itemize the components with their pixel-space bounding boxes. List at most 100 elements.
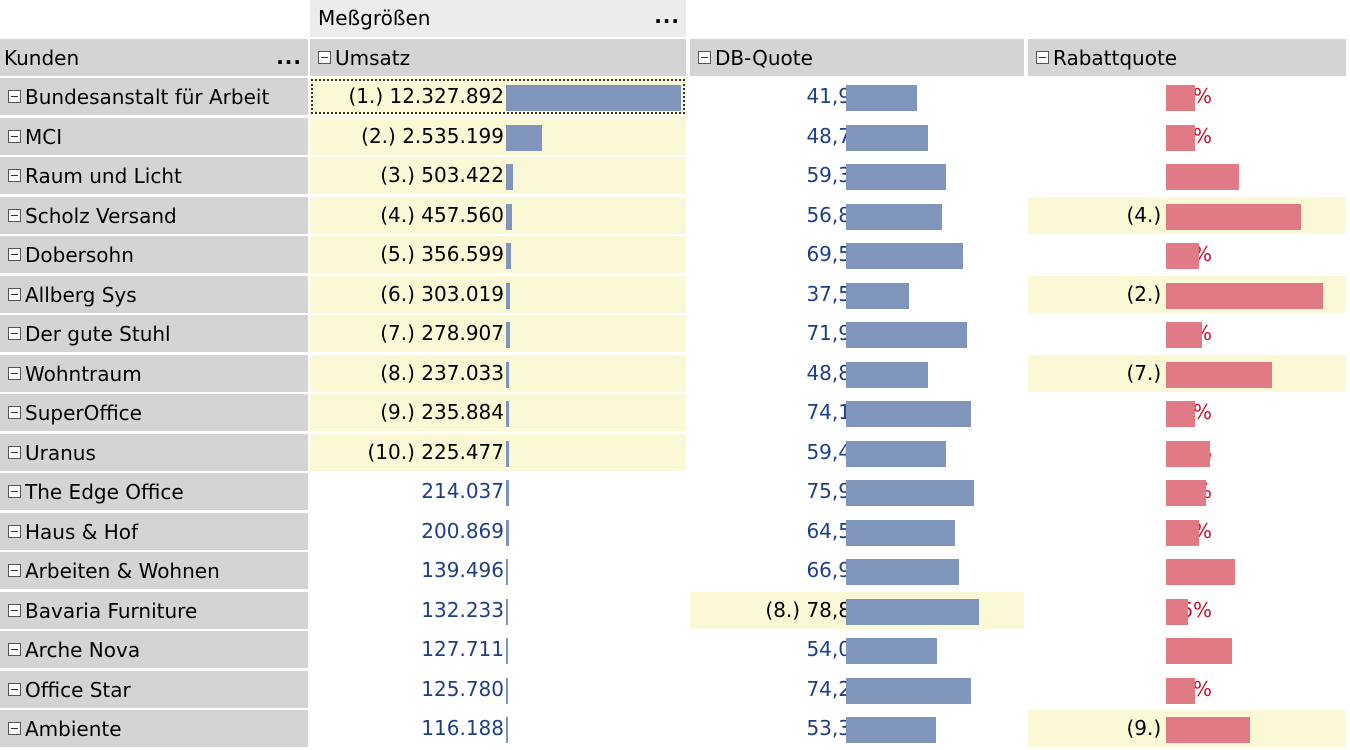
collapse-toggle-icon[interactable] [8,248,21,261]
cell-umsatz[interactable]: (8.) 237.033 [310,355,686,392]
row-header[interactable]: Bundesanstalt für Arbeit [0,78,308,115]
value-bar [1166,322,1202,348]
cell-db-quote[interactable]: 74,1% [690,394,1024,431]
cell-umsatz[interactable]: 127.711 [310,631,686,668]
collapse-toggle-icon[interactable] [8,288,21,301]
collapse-toggle-icon[interactable] [8,169,21,182]
collapse-toggle-icon[interactable] [8,209,21,222]
collapse-toggle-icon[interactable] [8,722,21,735]
cell-db-quote[interactable]: (8.) 78,8% [690,592,1024,629]
measures-header[interactable]: Meßgrößen ... [310,0,686,37]
dimension-menu-button[interactable]: ... [276,45,302,69]
collapse-toggle-icon[interactable] [8,446,21,459]
cell-umsatz[interactable]: (5.) 356.599 [310,236,686,273]
dimension-header-kunden[interactable]: Kunden ... [0,39,308,76]
cell-value: 200.869 [421,519,504,543]
collapse-toggle-icon[interactable] [8,525,21,538]
cell-rabattquote[interactable]: (9.) 23% [1028,710,1346,747]
cell-rabattquote[interactable]: 8% [1028,78,1346,115]
cell-rabattquote[interactable]: 9% [1028,236,1346,273]
cell-rabattquote[interactable]: (2.) 43% [1028,276,1346,313]
column-header-rabattquote[interactable]: Rabattquote [1028,39,1346,76]
row-header[interactable]: Der gute Stuhl [0,315,308,352]
collapse-toggle-icon[interactable] [8,485,21,498]
row-header[interactable]: Scholz Versand [0,197,308,234]
cell-umsatz[interactable]: (6.) 303.019 [310,276,686,313]
cell-db-quote[interactable]: 66,9% [690,552,1024,589]
row-header[interactable]: SuperOffice [0,394,308,431]
collapse-toggle-icon[interactable] [8,604,21,617]
cell-rabattquote[interactable]: 11% [1028,473,1346,510]
cell-value: 125.780 [421,677,504,701]
row-header[interactable]: Arbeiten & Wohnen [0,552,308,589]
cell-db-quote[interactable]: 37,5% [690,276,1024,313]
cell-rabattquote[interactable]: 6% [1028,592,1346,629]
collapse-toggle-icon[interactable] [8,683,21,696]
row-header[interactable]: The Edge Office [0,473,308,510]
row-header[interactable]: Ambiente [0,710,308,747]
cell-rabattquote[interactable]: 12% [1028,434,1346,471]
cell-db-quote[interactable]: 56,8% [690,197,1024,234]
collapse-toggle-icon[interactable] [8,406,21,419]
cell-umsatz[interactable]: 214.037 [310,473,686,510]
row-header[interactable]: Office Star [0,671,308,708]
cell-rabattquote[interactable]: 8% [1028,394,1346,431]
collapse-toggle-icon[interactable] [1036,51,1049,64]
cell-db-quote[interactable]: 54,0% [690,631,1024,668]
cell-rabattquote[interactable]: (7.) 29% [1028,355,1346,392]
cell-umsatz[interactable]: 116.188 [310,710,686,747]
cell-umsatz[interactable]: (7.) 278.907 [310,315,686,352]
cell-db-quote[interactable]: 53,3% [690,710,1024,747]
cell-db-quote[interactable]: 75,9% [690,473,1024,510]
row-header[interactable]: Bavaria Furniture [0,592,308,629]
cell-db-quote[interactable]: 48,8% [690,355,1024,392]
cell-rabattquote[interactable]: 10% [1028,315,1346,352]
cell-rabattquote[interactable]: 8% [1028,671,1346,708]
row-header[interactable]: MCI [0,118,308,155]
cell-umsatz[interactable]: 132.233 [310,592,686,629]
collapse-toggle-icon[interactable] [8,90,21,103]
cell-db-quote[interactable]: 59,3% [690,157,1024,194]
cell-umsatz[interactable]: (4.) 457.560 [310,197,686,234]
cell-db-quote[interactable]: 74,2% [690,671,1024,708]
row-header[interactable]: Wohntraum [0,355,308,392]
cell-db-quote[interactable]: 41,9% [690,78,1024,115]
cell-rabattquote[interactable]: 18% [1028,631,1346,668]
cell-umsatz[interactable]: 139.496 [310,552,686,589]
row-header[interactable]: Dobersohn [0,236,308,273]
cell-umsatz[interactable]: (10.) 225.477 [310,434,686,471]
collapse-toggle-icon[interactable] [8,327,21,340]
collapse-toggle-icon[interactable] [698,51,711,64]
cell-umsatz[interactable]: 200.869 [310,513,686,550]
row-header[interactable]: Arche Nova [0,631,308,668]
cell-db-quote[interactable]: 71,9% [690,315,1024,352]
cell-rabattquote[interactable]: (4.) 37% [1028,197,1346,234]
cell-umsatz[interactable]: (3.) 503.422 [310,157,686,194]
collapse-toggle-icon[interactable] [8,643,21,656]
row-header[interactable]: Uranus [0,434,308,471]
column-header-label: Umsatz [335,45,411,70]
cell-umsatz[interactable]: 125.780 [310,671,686,708]
cell-rabattquote[interactable]: 19% [1028,552,1346,589]
value-label: 503.422 [421,163,504,187]
cell-rabattquote[interactable]: 9% [1028,513,1346,550]
measures-menu-button[interactable]: ... [654,4,680,28]
cell-db-quote[interactable]: 59,4% [690,434,1024,471]
column-header-umsatz[interactable]: Umsatz [310,39,686,76]
cell-umsatz[interactable]: (1.) 12.327.892 [310,78,686,115]
collapse-toggle-icon[interactable] [8,130,21,143]
collapse-toggle-icon[interactable] [8,564,21,577]
column-header-db-quote[interactable]: DB-Quote [690,39,1024,76]
cell-db-quote[interactable]: 64,5% [690,513,1024,550]
cell-rabattquote[interactable]: 8% [1028,118,1346,155]
collapse-toggle-icon[interactable] [318,51,331,64]
row-header[interactable]: Haus & Hof [0,513,308,550]
cell-umsatz[interactable]: (9.) 235.884 [310,394,686,431]
row-header[interactable]: Allberg Sys [0,276,308,313]
collapse-toggle-icon[interactable] [8,367,21,380]
cell-db-quote[interactable]: 69,5% [690,236,1024,273]
cell-rabattquote[interactable]: 20% [1028,157,1346,194]
row-header[interactable]: Raum und Licht [0,157,308,194]
cell-umsatz[interactable]: (2.) 2.535.199 [310,118,686,155]
cell-db-quote[interactable]: 48,7% [690,118,1024,155]
